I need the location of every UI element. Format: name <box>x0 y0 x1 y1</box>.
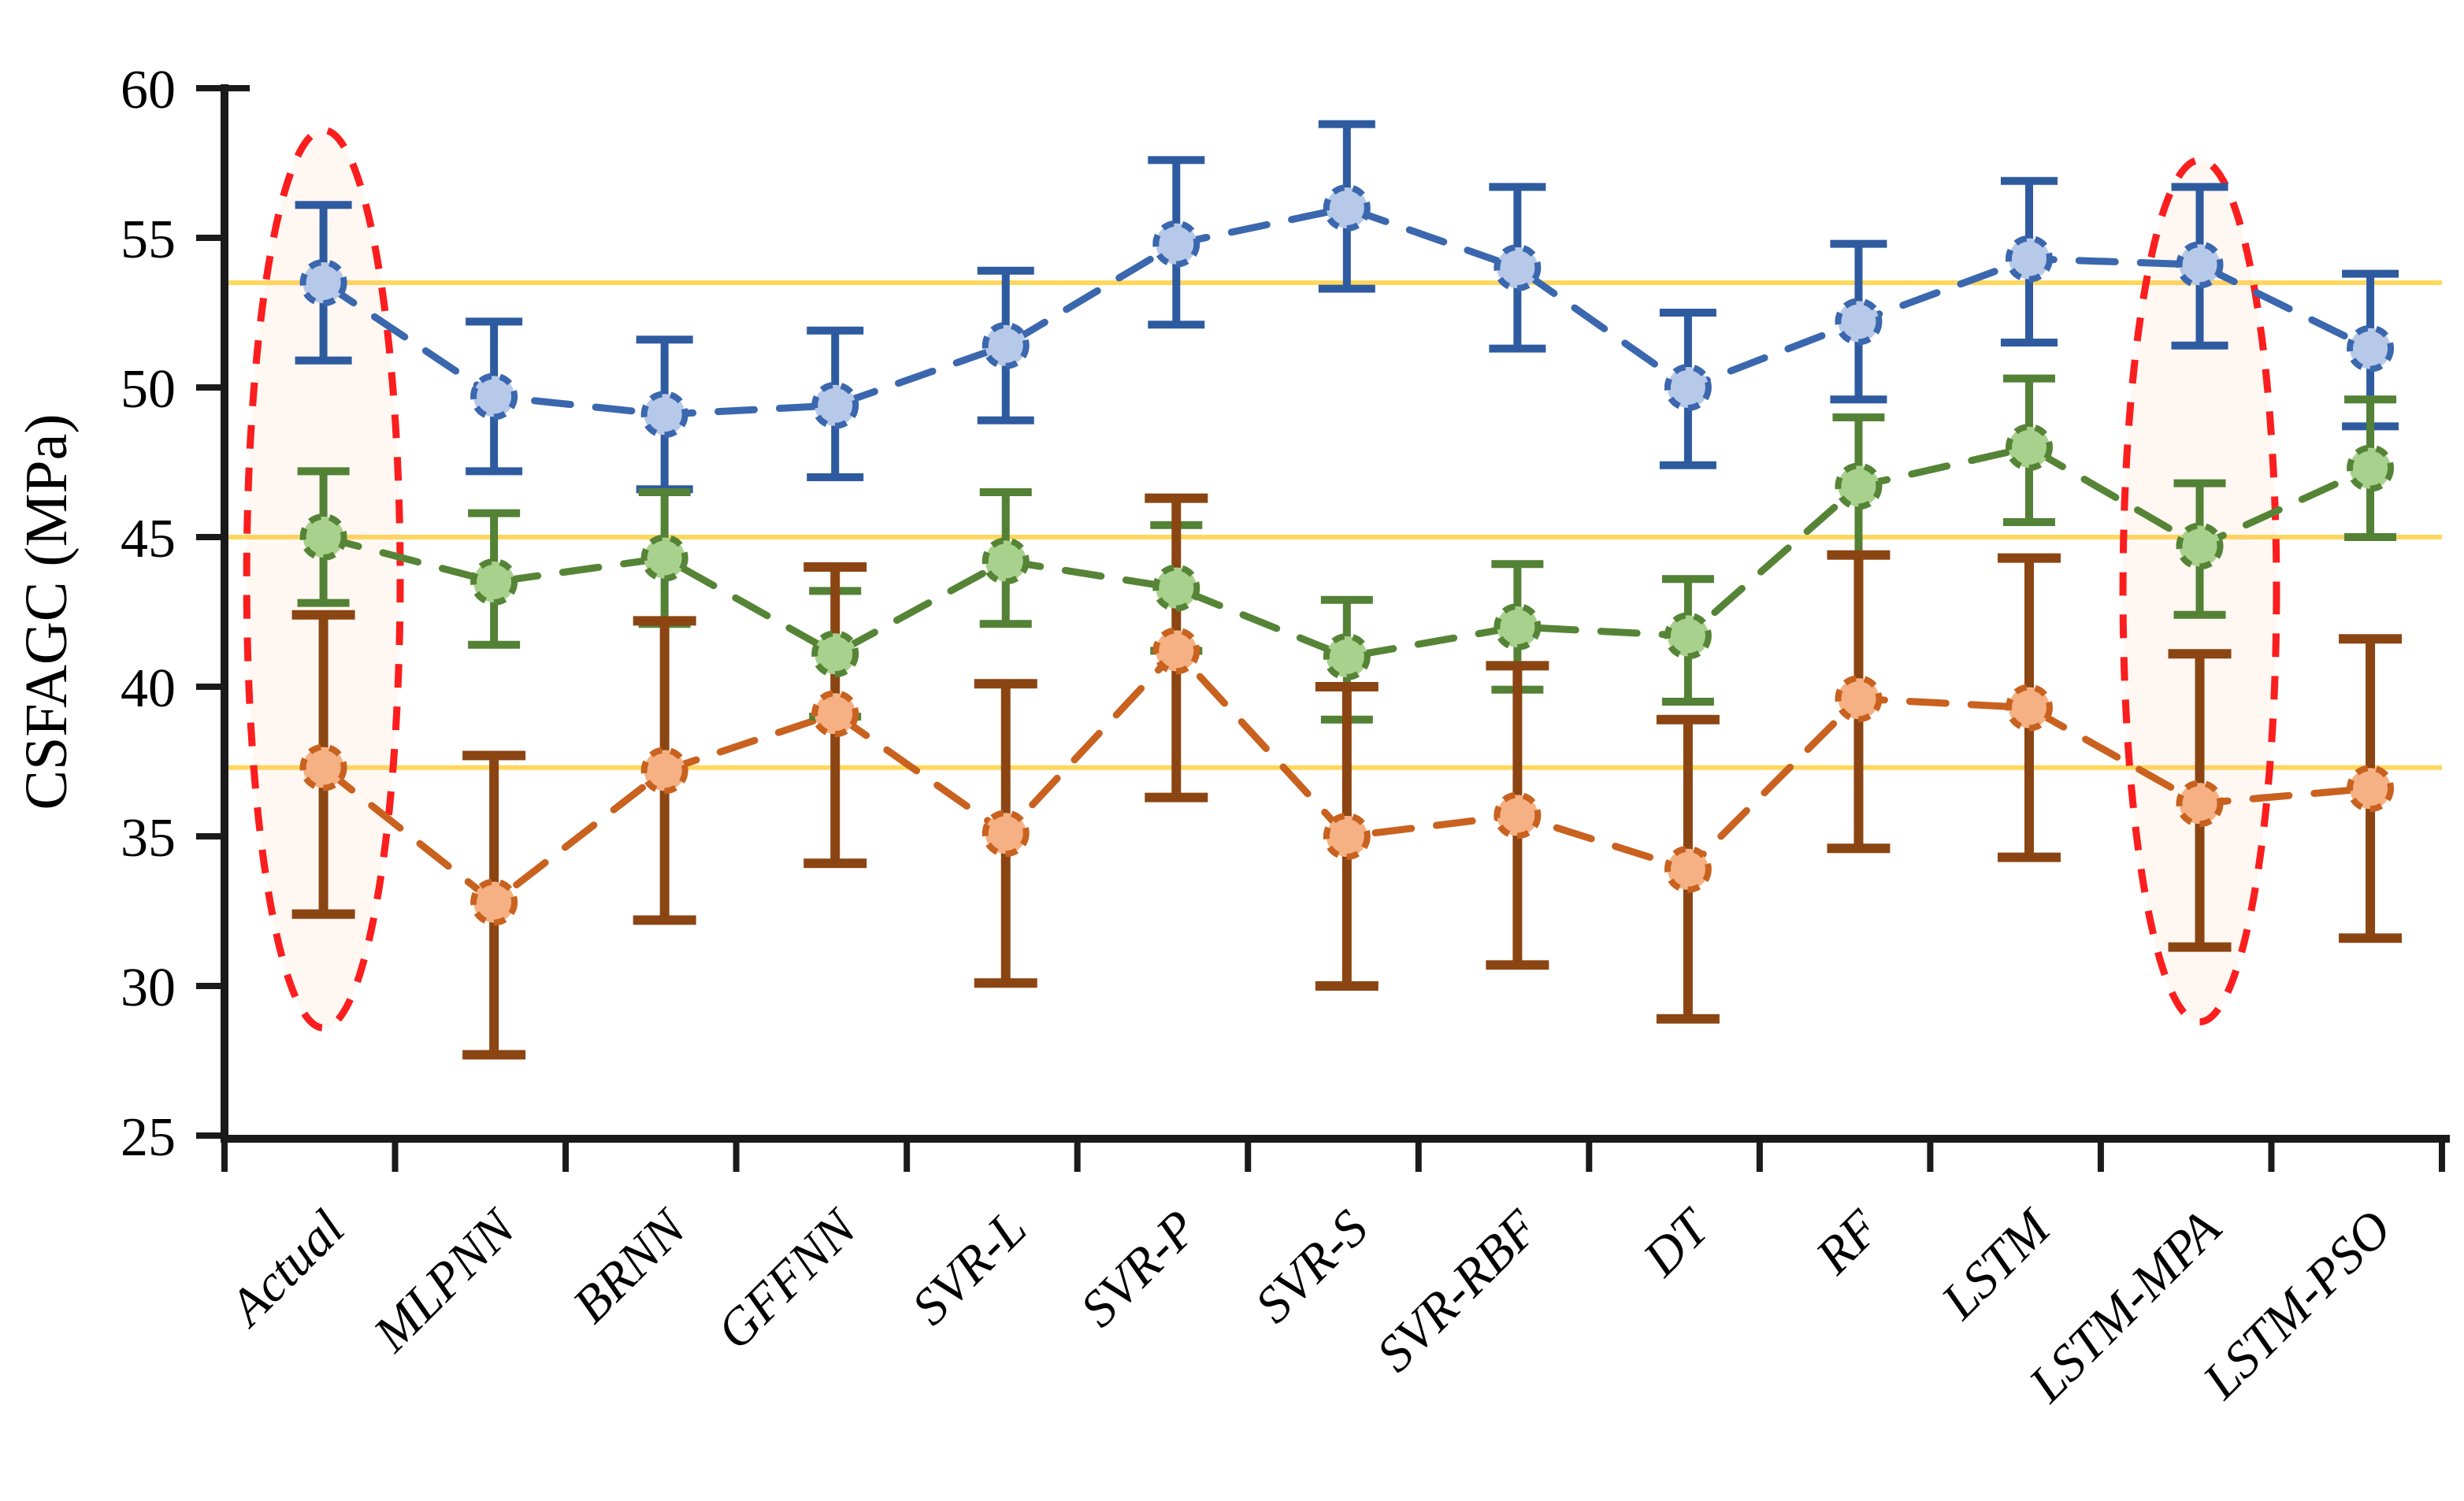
marker-orange-SVR-S <box>1323 813 1371 860</box>
marker-green-DT <box>1664 612 1712 660</box>
marker-blue-DT <box>1664 364 1712 411</box>
x-tick-label-LSTM: LSTM <box>1930 1197 2063 1330</box>
marker-orange-SVR-P <box>1152 627 1200 675</box>
x-tick-label-MLPNN: MLPNN <box>362 1197 529 1363</box>
marker-blue-SVR-S <box>1323 184 1371 232</box>
marker-blue-LSTM <box>2005 235 2053 283</box>
marker-orange-SVR-RBF <box>1494 791 1542 839</box>
x-tick-label-SVR-S: SVR-S <box>1245 1199 1379 1334</box>
x-tick-label-DT: DT <box>1632 1197 1723 1288</box>
marker-blue-Actual <box>299 259 347 306</box>
x-tick-label-LSTM-PSO: LSTM-PSO <box>2191 1199 2403 1410</box>
marker-blue-SVR-L <box>982 321 1030 369</box>
y-tick-label: 55 <box>121 209 176 270</box>
marker-orange-LSTM-MPA <box>2176 780 2224 828</box>
marker-orange-LSTM-PSO <box>2347 765 2395 813</box>
y-tick-label: 25 <box>121 1107 176 1168</box>
y-tick-label: 30 <box>121 958 176 1018</box>
x-tick-label-RF: RF <box>1805 1199 1891 1286</box>
y-tick-label: 60 <box>121 60 176 120</box>
marker-green-RF <box>1835 462 1883 510</box>
marker-blue-BRNN <box>640 391 688 439</box>
y-tick-label: 40 <box>121 658 176 719</box>
marker-orange-LSTM <box>2005 684 2053 732</box>
marker-green-LSTM-PSO <box>2347 444 2395 492</box>
marker-green-LSTM <box>2005 424 2053 471</box>
marker-orange-GFFNN <box>811 690 859 738</box>
y-tick-label: 35 <box>121 808 176 869</box>
marker-blue-SVR-RBF <box>1494 244 1542 291</box>
marker-blue-SVR-P <box>1152 220 1200 268</box>
x-tick-label-SVR-L: SVR-L <box>901 1199 1037 1336</box>
marker-green-GFFNN <box>811 630 859 678</box>
marker-green-SVR-P <box>1152 564 1200 612</box>
marker-orange-Actual <box>299 743 347 791</box>
y-tick-label: 50 <box>121 359 176 420</box>
marker-blue-MLPNN <box>470 372 518 421</box>
marker-orange-MLPNN <box>470 878 518 926</box>
marker-green-BRNN <box>640 534 688 582</box>
marker-orange-DT <box>1664 845 1712 893</box>
x-tick-label-Actual: Actual <box>217 1199 355 1338</box>
marker-green-Actual <box>299 513 347 561</box>
x-tick-label-SVR-RBF: SVR-RBF <box>1366 1199 1550 1384</box>
x-tick-label-BRNN: BRNN <box>562 1197 699 1334</box>
marker-blue-LSTM-PSO <box>2347 324 2395 372</box>
marker-green-MLPNN <box>470 558 518 606</box>
x-tick-label-GFFNN: GFFNN <box>706 1197 869 1360</box>
marker-blue-LSTM-MPA <box>2176 241 2224 289</box>
marker-orange-RF <box>1835 675 1883 723</box>
marker-green-SVR-S <box>1323 633 1371 680</box>
marker-blue-GFFNN <box>811 381 859 429</box>
marker-green-SVR-L <box>982 537 1030 585</box>
marker-green-SVR-RBF <box>1494 603 1542 650</box>
marker-blue-RF <box>1835 298 1883 346</box>
marker-orange-BRNN <box>640 747 688 795</box>
y-axis-title: CSFAGC (MPa) <box>13 413 80 810</box>
marker-green-LSTM-MPA <box>2176 522 2224 570</box>
x-tick-label-SVR-P: SVR-P <box>1070 1199 1208 1338</box>
marker-orange-SVR-L <box>982 810 1030 858</box>
y-tick-label: 45 <box>121 509 176 569</box>
